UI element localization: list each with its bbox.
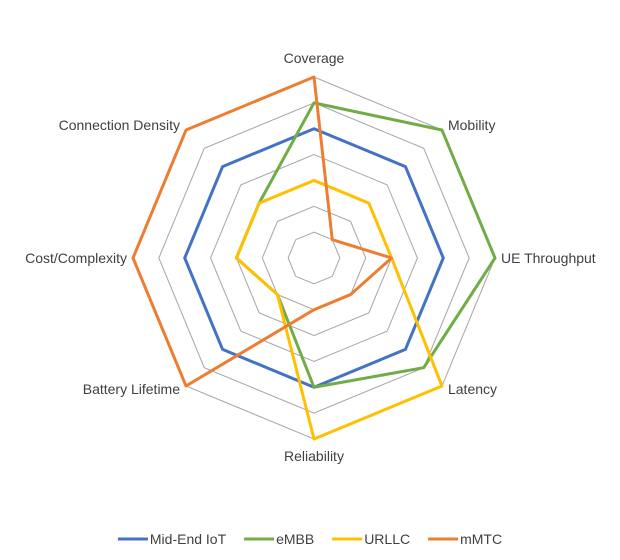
series-line-urllc xyxy=(236,180,442,439)
axis-label-latency: Latency xyxy=(448,381,497,397)
legend-label-mmtc: mMTC xyxy=(460,531,502,547)
axis-label-cost-complexity: Cost/Complexity xyxy=(25,250,127,266)
legend-item-embb: eMBB xyxy=(244,531,314,547)
axis-label-reliability: Reliability xyxy=(284,448,344,464)
legend: Mid-End IoT eMBB URLLC mMTC xyxy=(118,531,502,547)
axis-label-battery-lifetime: Battery Lifetime xyxy=(83,381,180,397)
legend-label-urllc: URLLC xyxy=(364,531,410,547)
radar-series xyxy=(133,77,495,439)
legend-item-urllc: URLLC xyxy=(332,531,410,547)
series-line-mid-end-iot xyxy=(185,129,444,388)
axis-label-connection-density: Connection Density xyxy=(59,117,180,133)
legend-item-mmtc: mMTC xyxy=(428,531,502,547)
axis-label-mobility: Mobility xyxy=(448,117,495,133)
legend-item-mid-end-iot: Mid-End IoT xyxy=(118,531,227,547)
legend-label-mid-end-iot: Mid-End IoT xyxy=(150,531,227,547)
axis-label-ue-throughput: UE Throughput xyxy=(501,250,596,266)
legend-label-embb: eMBB xyxy=(276,531,314,547)
axis-label-coverage: Coverage xyxy=(284,50,345,66)
grid-ring xyxy=(211,155,418,362)
